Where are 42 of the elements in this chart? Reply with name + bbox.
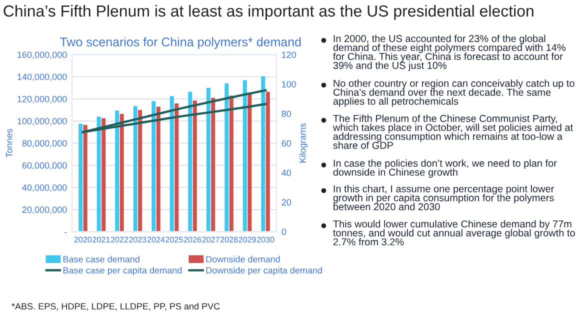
text: In case the policies don’t work, we need to plan for downside in Chinese growth <box>333 159 557 178</box>
y2-tick-label: 60 <box>282 140 292 147</box>
chart-title: China’s Fifth Plenum is at least as important as the US presidential election <box>4 4 534 20</box>
x-tick-label: 2030 <box>256 236 274 242</box>
text: No other country or region can conceivably catch up to China’s demand over the next decade. The same applies to all petrochemicals <box>333 80 574 107</box>
y-tick-label: 100,000,000 <box>18 118 67 126</box>
y-tick-label: 80,000,000 <box>22 140 67 148</box>
x-tick-label: 2026 <box>184 236 202 242</box>
y-tick-label: 120,000,000 <box>18 96 67 104</box>
legend-label: Base case demand <box>63 256 140 262</box>
text: The Fifth Plenum of the Chinese Communist Party, which takes place in October, will set policies aimed at addressing consumption which remains at too-low a share of GDP <box>332 114 573 149</box>
y-tick-label: 20,000,000 <box>22 206 67 214</box>
text: In 2000, the US accounted for 23% of the global demand of these eight polymers compared with 14% for China. This year, China is forecast to account for 39% and the US just 10% <box>333 34 566 71</box>
x-tick-label: 2027 <box>202 236 220 242</box>
x-tick-label: 2028 <box>220 236 238 242</box>
text: In this chart, I assume one percentage point lower growth in per capita consumption for the polymers between 2020 and 2030 <box>333 184 554 210</box>
x-tick-label: 2020 <box>74 236 92 242</box>
y2-tick-label: 80 <box>282 110 292 118</box>
x-tick-label: 2029 <box>238 236 256 242</box>
y-tick-label: 60,000,000 <box>22 162 67 170</box>
y2-axis-title: Kilograms <box>299 123 308 162</box>
y-tick-label: 40,000,000 <box>22 184 67 192</box>
y-tick-label: - <box>64 232 67 233</box>
legend-label: Downside per capita demand <box>206 266 322 276</box>
legend-label: Base case per capita demand <box>63 266 182 276</box>
x-tick-label: 2022 <box>110 236 128 242</box>
y-tick-label: 140,000,000 <box>18 74 67 82</box>
y-axis-title: Tonnes <box>6 128 12 158</box>
x-tick-label: 2023 <box>129 236 146 242</box>
y2-tick-label: 0 <box>282 228 286 236</box>
y2-tick-label: 40 <box>282 170 292 176</box>
x-tick-label: 2025 <box>166 236 183 242</box>
text: *ABS. EPS, HDPE, LDPE, LLDPE, PP, PS and PVC <box>12 302 220 311</box>
y2-tick-label: 20 <box>282 199 292 206</box>
text: This would lower cumulative Chinese demand by 77m tonnes, and would cut annual average global growth to 2.7% from 3.2% <box>333 220 575 246</box>
x-tick-label: 2024 <box>147 236 165 242</box>
y-tick-label: 160,000,000 <box>18 52 67 60</box>
x-tick-label: 2021 <box>92 236 110 242</box>
y2-tick-label: 120 <box>282 52 296 58</box>
legend-label: Downside demand <box>206 256 280 262</box>
y2-tick-label: 100 <box>282 81 296 88</box>
chart-subtitle: Two scenarios for China polymers* demand <box>60 37 301 49</box>
